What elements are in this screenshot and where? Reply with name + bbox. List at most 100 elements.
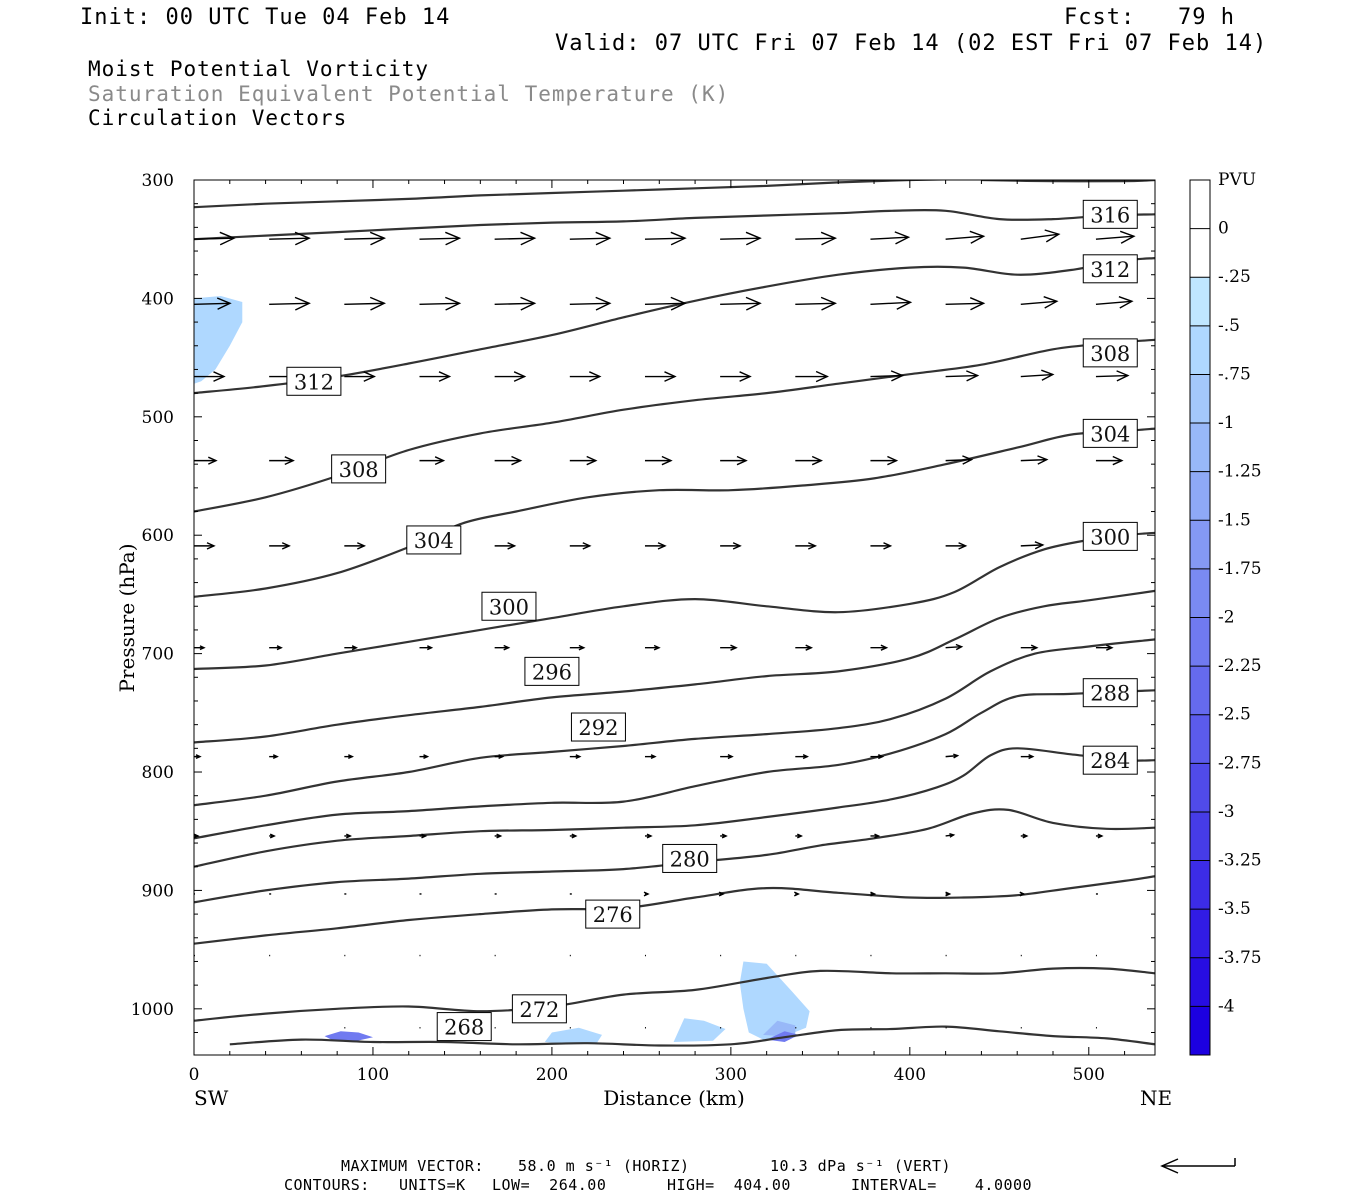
vector-arrow (643, 891, 650, 897)
colorbar-swatch (1190, 763, 1210, 813)
vector-arrow (194, 542, 216, 550)
vector-arrow (344, 231, 387, 246)
vector-arrow (720, 754, 734, 760)
colorbar-label: -1.25 (1218, 462, 1262, 482)
vector-arrow (945, 542, 968, 550)
contour-label-text: 312 (294, 370, 334, 394)
vector-arrow (344, 296, 387, 311)
vector-arrow (569, 833, 578, 839)
x-tick-label: 300 (715, 1065, 747, 1085)
vector-arrow (795, 231, 838, 246)
colorbar-label: -1.75 (1218, 559, 1262, 579)
vector-arrow (269, 542, 291, 550)
vector-arrow (720, 455, 748, 466)
vector-arrow (1095, 644, 1114, 651)
colorbar-swatch (1190, 277, 1210, 327)
contour-292 (194, 638, 1155, 807)
x-axis: 0 100 200 300 400 500 (189, 180, 1126, 1085)
vector-arrow (795, 296, 838, 311)
contour-280 (194, 808, 1155, 904)
colorbar-swatch (1190, 860, 1210, 910)
vector-arrow (494, 231, 537, 246)
vector-arrow (1020, 833, 1029, 839)
colorbar-label: -3.5 (1218, 899, 1251, 919)
contour-label-text: 272 (519, 998, 559, 1022)
vector-arrow (194, 231, 236, 246)
vector-arrow (494, 754, 505, 760)
vector-arrow (1095, 370, 1130, 382)
vector-arrow (1095, 754, 1110, 760)
colorbar-swatch (1190, 471, 1210, 521)
init-time: Init: 00 UTC Tue 04 Feb 14 (80, 5, 451, 30)
vector-arrow (1020, 541, 1045, 550)
colorbar-label: -3.75 (1218, 948, 1262, 968)
colorbar-swatch (1190, 568, 1210, 618)
pv-region-3 (544, 1027, 602, 1045)
contour-276 (194, 875, 1155, 945)
vector-arrow (269, 754, 279, 760)
vector-arrow (194, 297, 232, 310)
vector-arrow (344, 645, 358, 651)
vector-arrow (945, 643, 964, 651)
vector-arrow (870, 754, 885, 760)
vector-arrow (1020, 369, 1055, 381)
colorbar-swatch (1190, 325, 1210, 375)
footer-contours-label: CONTOURS: (284, 1176, 370, 1194)
plot-frame (193, 179, 1156, 1056)
y-tick-label: 1000 (131, 1000, 174, 1020)
vector-arrow (269, 645, 283, 651)
vector-arrow (870, 231, 911, 245)
vector-arrow (1020, 754, 1035, 760)
vector-arrow (794, 891, 801, 897)
vector-arrow (1095, 833, 1104, 839)
pv-region-2 (673, 1018, 726, 1042)
contour-label-text: 312 (1090, 258, 1130, 282)
colorbar-label: -.75 (1218, 364, 1251, 384)
pv-region-4 (763, 1020, 796, 1038)
vector-arrow (720, 542, 742, 550)
vector-arrow (644, 542, 667, 550)
vector-arrow (720, 833, 728, 839)
x-endpoint-ne: NE (1140, 1086, 1172, 1110)
contour-288 (194, 689, 1155, 840)
vector-arrow (569, 371, 602, 382)
x-axis-title: Distance (km) (603, 1086, 745, 1110)
colorbar-label: -4 (1218, 996, 1235, 1016)
vector-arrow (494, 542, 517, 550)
vector-arrow (269, 833, 276, 839)
vector-arrow (945, 753, 960, 759)
x-tick-label: 200 (536, 1065, 568, 1085)
reference-vector (1160, 1158, 1236, 1174)
y-tick-label: 700 (142, 645, 174, 665)
contour-label: 312 (286, 366, 342, 396)
vector-arrow (644, 455, 673, 466)
vector-arrow (569, 644, 586, 651)
contour-label-text: 296 (532, 660, 572, 684)
title-mpv: Moist Potential Vorticity (88, 57, 430, 81)
colorbar-title: PVU (1218, 170, 1256, 190)
vector-arrow (945, 297, 986, 311)
vector-arrow (1019, 891, 1026, 897)
contour-label-text: 284 (1090, 749, 1130, 773)
vector-arrow (795, 370, 830, 383)
footer-max-vector-label: MAXIMUM VECTOR: (341, 1157, 484, 1175)
x-tick-label: 400 (894, 1065, 926, 1085)
colorbar-swatch (1190, 617, 1210, 667)
theta-es-contour-layer (194, 180, 1155, 1047)
colorbar-label: -.25 (1218, 267, 1251, 287)
vector-arrow (945, 891, 952, 897)
vector-arrow (419, 542, 442, 550)
vector-arrow (269, 371, 301, 382)
footer-low: LOW= 264.00 (492, 1176, 607, 1194)
colorbar-swatch (1190, 666, 1210, 716)
footer-max-vector-horiz: 58.0 m s⁻¹ (HORIZ) (518, 1157, 690, 1175)
colorbar-label: -3.25 (1218, 851, 1262, 871)
vector-arrow (870, 370, 905, 382)
pv-region-0 (194, 296, 243, 384)
contour-label-text: 300 (489, 595, 529, 619)
y-tick-label: 800 (142, 763, 174, 783)
contour-label: 280 (662, 843, 718, 873)
contour-label: 296 (524, 656, 580, 686)
vector-arrow (344, 833, 353, 839)
